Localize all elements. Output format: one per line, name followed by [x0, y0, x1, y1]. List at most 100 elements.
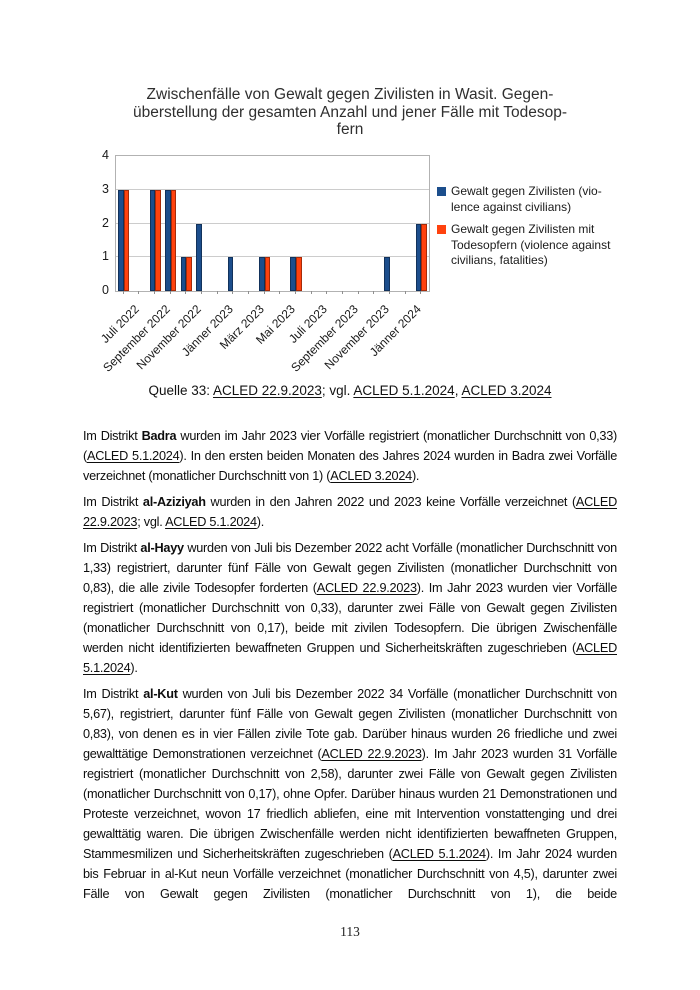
paragraph: Im Distrikt Badra wurden im Jahr 2023 vi…: [83, 426, 617, 486]
x-tick: [404, 291, 406, 294]
district-name: al-Kut: [143, 687, 178, 701]
x-tick: [185, 291, 187, 294]
text-run: Im Distrikt: [83, 541, 141, 555]
bar-s2-februar-2024: [421, 223, 427, 291]
link-acled[interactable]: ACLED 22.9.2023: [213, 383, 322, 398]
district-name: al-Hayy: [140, 541, 184, 555]
text-run: wurden in den Jahren 2022 und 2023 keine…: [205, 495, 577, 509]
text-run: ).: [411, 469, 420, 483]
x-tick: [216, 291, 218, 294]
bar-s2-april-2023: [264, 257, 271, 291]
x-tick: [373, 291, 375, 294]
text-run: wurden im Jahr 2023 vier Vorfälle regist…: [83, 429, 617, 463]
plot-area: [115, 155, 430, 292]
chart-title-line: fern: [336, 121, 364, 138]
bar-s1-september-2022: [149, 189, 156, 291]
bar-s2-oktober-2022: [170, 189, 177, 291]
link-acled[interactable]: ACLED 3.2024: [461, 383, 552, 398]
x-tick: [248, 291, 250, 294]
legend-item: Gewalt gegen Zivilisten mit Todesopfern (…: [437, 222, 637, 269]
gridline: [116, 222, 429, 224]
district-name: Badra: [141, 429, 177, 443]
text-run: Quelle 33:: [148, 383, 214, 398]
x-tick: [154, 291, 156, 294]
text-run: wurden von Juli bis Dezember 2022 acht V…: [83, 541, 617, 595]
y-tick-label: 4: [102, 148, 109, 162]
y-tick-label: 1: [102, 249, 109, 264]
text-run: ). Im Jahr 2023 wurden 31 Vorfälle regis…: [83, 747, 617, 861]
bar-s1-oktober-2022: [165, 189, 171, 291]
gridline: [116, 256, 429, 258]
text-run: ).: [130, 661, 138, 675]
link-acled[interactable]: ACLED 22.9.2023: [321, 747, 422, 761]
gridline: [116, 188, 429, 190]
text-run: ).: [256, 515, 265, 529]
legend-item: Gewalt gegen Zivilisten (vio-lence again…: [437, 184, 637, 215]
y-tick-label: 2: [102, 215, 109, 230]
x-tick: [310, 291, 312, 294]
x-tick: [388, 291, 390, 294]
legend-label: Gewalt gegen Zivilisten mit Todesopfern (…: [451, 222, 611, 267]
x-tick: [263, 291, 265, 294]
bar-s1-juli-2022: [118, 189, 124, 291]
text-run: Im Distrikt: [83, 687, 144, 701]
bar-s1-november-2022: [180, 257, 187, 291]
text-run: Im Distrikt: [83, 495, 143, 509]
chart-title: Zwischenfälle von Gewalt gegen Ziviliste…: [0, 86, 700, 139]
bar-s2-september-2022: [155, 189, 161, 291]
chart-title-line: Zwischenfälle von Gewalt gegen Ziviliste…: [146, 86, 554, 103]
legend-color-swatch-icon: [437, 187, 446, 196]
district-name: al-Aziziyah: [142, 495, 206, 509]
x-tick: [122, 291, 124, 294]
bar-s1-dezember-2022: [196, 223, 203, 291]
bar-s2-juli-2022: [123, 189, 130, 291]
legend-color-swatch-icon: [437, 225, 446, 234]
link-acled[interactable]: ACLED 5.1.2024: [83, 641, 617, 675]
bar-s2-november-2022: [186, 257, 193, 291]
x-tick: [326, 291, 328, 294]
x-axis-labels: Juli 2022 September 2022 November 2022 Jänn…: [98, 296, 430, 376]
paragraph: Im Distrikt al-Kut wurden von Juli bis D…: [83, 684, 617, 904]
bar-s1-april-2023: [259, 257, 265, 291]
x-tick: [279, 291, 281, 294]
link-acled[interactable]: ACLED 5.1.2024: [86, 449, 180, 463]
x-tick: [341, 291, 343, 294]
page-number: 113: [340, 924, 360, 939]
text-run: ). Im Jahr 2023 wurden vier Vorfälle reg…: [83, 581, 617, 655]
x-tick: [357, 291, 359, 294]
body-text: Im Distrikt Badra wurden im Jahr 2023 vi…: [83, 426, 617, 910]
chart-legend: Gewalt gegen Zivilisten (vio-lence again…: [437, 184, 637, 276]
bar-s1-februar-2024: [415, 223, 422, 291]
x-tick: [232, 291, 234, 294]
bar-s1-dezember-2023: [384, 257, 390, 291]
bar-s1-februar-2023: [227, 257, 234, 291]
link-acled[interactable]: ACLED 5.1.2024: [353, 383, 455, 398]
x-tick: [420, 291, 422, 294]
bar-s2-juni-2023: [295, 257, 302, 291]
text-run: wurden von Juli bis Dezember 2022 34 Vor…: [83, 687, 617, 761]
y-tick-label: 3: [102, 181, 109, 196]
paragraph: Im Distrikt al-Hayy wurden von Juli bis …: [83, 538, 617, 678]
chart-title-line: überstellung der gesamten Anzahl und jen…: [133, 103, 567, 121]
link-acled[interactable]: ACLED 22.9.2023: [83, 495, 617, 529]
x-tick: [201, 291, 203, 294]
text-run: ). Im Jahr 2024 wurden bis Februar in al…: [83, 847, 617, 901]
link-acled[interactable]: ACLED 3.2024: [330, 469, 412, 483]
link-acled[interactable]: ACLED 5.1.2024: [392, 847, 487, 861]
text-run: ). In den ersten beiden Monaten des Jahr…: [83, 449, 618, 483]
text-run: ,: [454, 383, 462, 398]
paragraph: Im Distrikt al-Aziziyah wurden in den Ja…: [83, 492, 617, 532]
bar-s1-juni-2023: [290, 257, 296, 291]
x-tick: [138, 291, 140, 294]
x-tick: [294, 291, 296, 294]
text-run: ; vgl.: [321, 383, 354, 398]
x-axis-ticks: [115, 291, 430, 295]
source-caption: Quelle 33: ACLED 22.9.2023; vgl. ACLED 5…: [0, 383, 700, 398]
x-tick: [169, 291, 171, 294]
link-acled[interactable]: ACLED 5.1.2024: [165, 515, 257, 529]
text-run: ; vgl.: [137, 515, 166, 529]
y-tick-label: 0: [102, 283, 109, 297]
legend-label: Gewalt gegen Zivilisten (vio-lence again…: [451, 184, 602, 214]
link-acled[interactable]: ACLED 22.9.2023: [316, 581, 417, 595]
